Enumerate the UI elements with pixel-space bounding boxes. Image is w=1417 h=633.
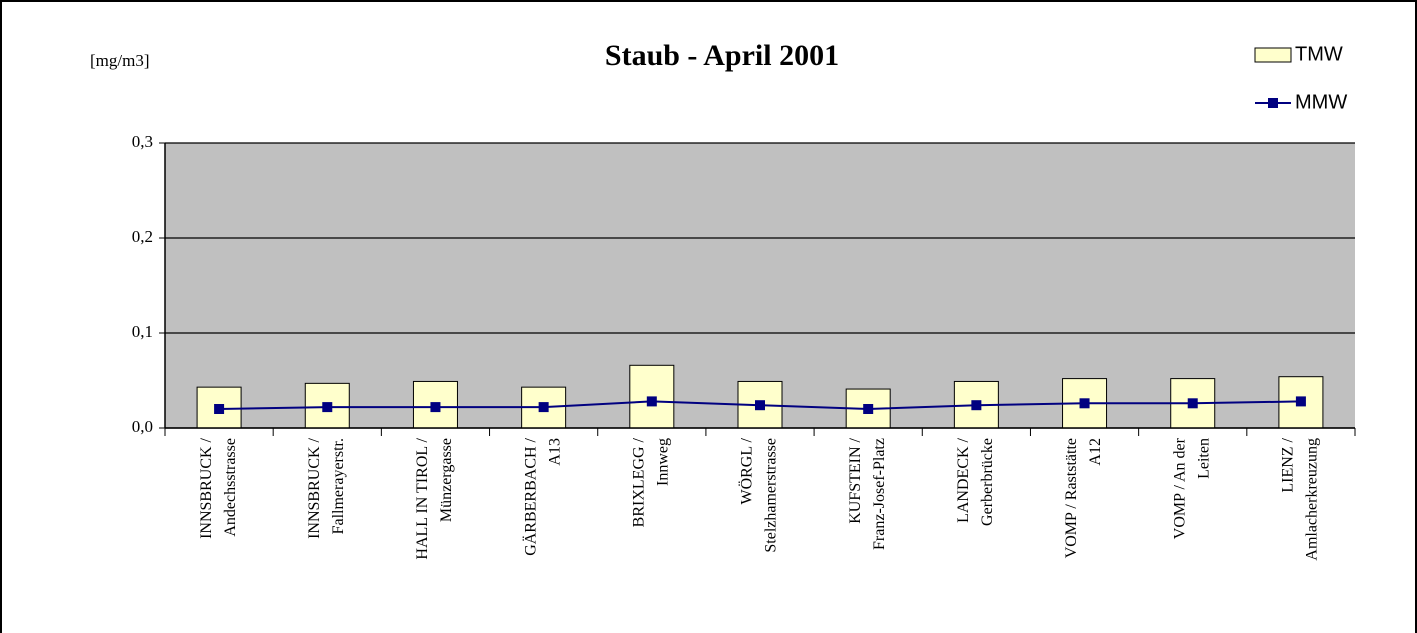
- marker: [863, 404, 874, 414]
- y-tick-label: 0,2: [132, 227, 153, 246]
- marker: [322, 402, 333, 413]
- legend-swatch: [1254, 47, 1292, 63]
- x-tick-label: Innweg: [654, 438, 671, 486]
- y-tick-label: 0,1: [132, 322, 153, 341]
- x-tick-label: WÖRGL /: [738, 437, 756, 504]
- x-tick-label: Münzergasse: [438, 438, 455, 522]
- y-tick-label: 0,0: [132, 417, 153, 436]
- x-tick-label: GÄRBERBACH /: [521, 437, 539, 555]
- x-tick-label: Franz-Josef-Platz: [871, 438, 888, 550]
- marker: [1079, 398, 1090, 409]
- x-tick-label: A13: [546, 438, 563, 466]
- marker: [430, 402, 441, 413]
- x-tick-label: Stelzhamerstrasse: [763, 438, 780, 553]
- x-tick-label: LANDECK /: [955, 437, 972, 522]
- legend-marker: [1268, 98, 1278, 108]
- x-tick-label: A12: [1087, 438, 1104, 466]
- marker: [1187, 398, 1198, 409]
- marker: [214, 404, 225, 414]
- y-axis-label: [mg/m3]: [90, 51, 150, 70]
- x-tick-label: Andechsstrasse: [222, 438, 239, 537]
- x-tick-label: Amlacherkreuzung: [1304, 438, 1321, 561]
- marker: [1295, 396, 1306, 407]
- marker: [755, 400, 765, 411]
- x-tick-label: Gerberbrücke: [979, 438, 996, 526]
- x-tick-label: Fallmerayerstr.: [330, 438, 347, 534]
- x-tick-label: BRIXLEGG /: [630, 437, 647, 527]
- x-tick-label: INNSBRUCK /: [198, 437, 215, 538]
- marker: [646, 396, 657, 407]
- x-tick-label: VOMP / Raststätte: [1063, 438, 1080, 558]
- legend-label: MMW: [1295, 91, 1347, 113]
- x-tick-label: VOMP / An der: [1171, 437, 1188, 539]
- chart-title: Staub - April 2001: [605, 39, 839, 72]
- marker: [971, 400, 982, 411]
- x-tick-label: LIENZ /: [1280, 437, 1297, 492]
- x-tick-label: KUFSTEIN /: [847, 437, 864, 523]
- legend-label: TMW: [1295, 43, 1343, 65]
- x-tick-label: HALL IN TIROL /: [414, 437, 431, 559]
- x-tick-label: INNSBRUCK /: [306, 437, 323, 538]
- x-tick-label: Leiten: [1195, 438, 1212, 479]
- marker: [538, 402, 549, 413]
- plot-area: [165, 143, 1355, 428]
- y-tick-label: 0,3: [132, 132, 153, 151]
